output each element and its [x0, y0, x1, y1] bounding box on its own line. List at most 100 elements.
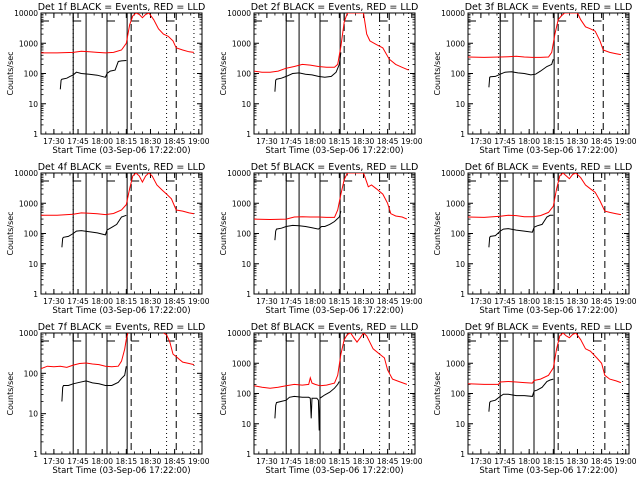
marker-bracket — [593, 332, 604, 342]
x-tick-label: 19:00 — [615, 457, 637, 466]
y-tick-label: 1 — [460, 130, 465, 139]
x-tick-label: 17:45 — [280, 137, 302, 146]
y-tick-label: 1000 — [232, 39, 251, 48]
marker-bracket — [130, 12, 142, 22]
x-tick-label: 18:00 — [91, 297, 113, 306]
y-tick-label: 10000 — [227, 329, 251, 338]
x-tick-label: 19:00 — [188, 137, 210, 146]
interval-marker — [319, 332, 331, 342]
interval-marker — [130, 332, 142, 342]
marker-bracket — [106, 172, 118, 182]
interval-marker — [467, 12, 478, 22]
x-tick-label: 17:45 — [494, 297, 516, 306]
marker-bracket — [285, 332, 297, 342]
interval-marker — [467, 172, 478, 182]
interval-marker — [166, 172, 177, 182]
interval-marker — [106, 12, 118, 22]
x-tick-label: 18:15 — [329, 457, 351, 466]
x-tick-label: 18:45 — [591, 297, 613, 306]
marker-bracket — [533, 172, 545, 182]
x-axis-label: Start Time (03-Sep-06 17:22:00) — [479, 306, 617, 316]
events-series-line — [61, 366, 127, 402]
x-tick-label: 18:15 — [116, 137, 138, 146]
detector-panel-5: Det 5f BLACK = Events, RED = LLD 1 10 100 10… — [219, 162, 423, 316]
plot-frame — [40, 12, 203, 135]
marker-bracket — [253, 12, 264, 22]
marker-bracket — [166, 172, 177, 182]
marker-bracket — [557, 172, 569, 182]
x-axis-label: Start Time (03-Sep-06 17:22:00) — [265, 146, 403, 156]
x-tick-label: 18:30 — [353, 297, 375, 306]
marker-bracket — [72, 12, 84, 22]
y-tick-label: 1 — [246, 290, 251, 299]
y-tick-label: 100 — [237, 230, 252, 239]
y-tick-label: 10000 — [227, 169, 251, 178]
marker-bracket — [130, 172, 142, 182]
y-tick-label: 1000 — [19, 199, 38, 208]
marker-bracket — [166, 12, 177, 22]
y-axis-label: Counts/sec — [433, 211, 442, 255]
x-tick-label: 17:45 — [67, 457, 89, 466]
marker-bracket — [319, 172, 331, 182]
x-tick-label: 17:45 — [67, 297, 89, 306]
interval-marker — [106, 332, 118, 342]
y-tick-label: 1000 — [446, 39, 465, 48]
y-axis-label: Counts/sec — [6, 371, 15, 415]
marker-bracket — [593, 172, 604, 182]
marker-bracket — [557, 332, 569, 342]
events-series-line — [274, 210, 342, 241]
y-tick-label: 10 — [455, 100, 465, 109]
x-tick-label: 18:30 — [140, 137, 162, 146]
marker-bracket — [285, 12, 297, 22]
marker-bracket — [593, 12, 604, 22]
x-tick-label: 18:30 — [353, 137, 375, 146]
interval-marker — [533, 172, 545, 182]
interval-marker — [72, 12, 84, 22]
x-tick-label: 17:30 — [470, 137, 492, 146]
marker-bracket — [467, 172, 478, 182]
x-tick-label: 17:30 — [43, 137, 65, 146]
plot-frame — [253, 332, 416, 455]
y-tick-label: 1000 — [19, 39, 38, 48]
interval-marker — [253, 332, 264, 342]
detector-panel-4: Det 4f BLACK = Events, RED = LLD 1 10 100 10… — [6, 162, 210, 316]
x-tick-label: 18:45 — [591, 457, 613, 466]
interval-marker — [533, 332, 545, 342]
marker-bracket — [72, 172, 84, 182]
panel-title: Det 6f BLACK = Events, RED = LLD — [465, 162, 633, 173]
x-tick-label: 18:30 — [567, 137, 589, 146]
x-tick-label: 18:30 — [353, 457, 375, 466]
events-series-line — [274, 381, 340, 431]
panel-title: Det 2f BLACK = Events, RED = LLD — [251, 2, 419, 13]
x-axis-label: Start Time (03-Sep-06 17:22:00) — [52, 146, 190, 156]
series-group — [41, 333, 195, 402]
y-axis-label: Counts/sec — [219, 371, 228, 415]
y-tick-label: 1000 — [446, 199, 465, 208]
marker-bracket — [319, 12, 331, 22]
x-tick-label: 17:45 — [494, 457, 516, 466]
y-tick-label: 100 — [451, 230, 466, 239]
x-tick-label: 19:00 — [401, 457, 423, 466]
y-tick-label: 10 — [28, 260, 38, 269]
series-group — [254, 13, 409, 92]
interval-marker — [319, 12, 331, 22]
interval-marker — [130, 172, 142, 182]
x-tick-label: 18:00 — [518, 137, 540, 146]
y-tick-label: 10 — [241, 260, 251, 269]
x-tick-label: 18:15 — [116, 457, 138, 466]
panel-title: Det 7f BLACK = Events, RED = LLD — [38, 322, 206, 333]
interval-marker — [72, 172, 84, 182]
marker-bracket — [533, 12, 545, 22]
interval-marker — [379, 172, 390, 182]
x-tick-label: 18:00 — [91, 457, 113, 466]
y-tick-label: 1000 — [446, 359, 465, 368]
x-axis-label: Start Time (03-Sep-06 17:22:00) — [479, 466, 617, 476]
lld-series-line — [41, 333, 129, 370]
marker-bracket — [319, 332, 331, 342]
interval-marker — [319, 172, 331, 182]
y-tick-label: 1000 — [232, 199, 251, 208]
y-tick-label: 100 — [451, 390, 466, 399]
plot-frame — [40, 172, 203, 295]
interval-marker — [533, 12, 545, 22]
